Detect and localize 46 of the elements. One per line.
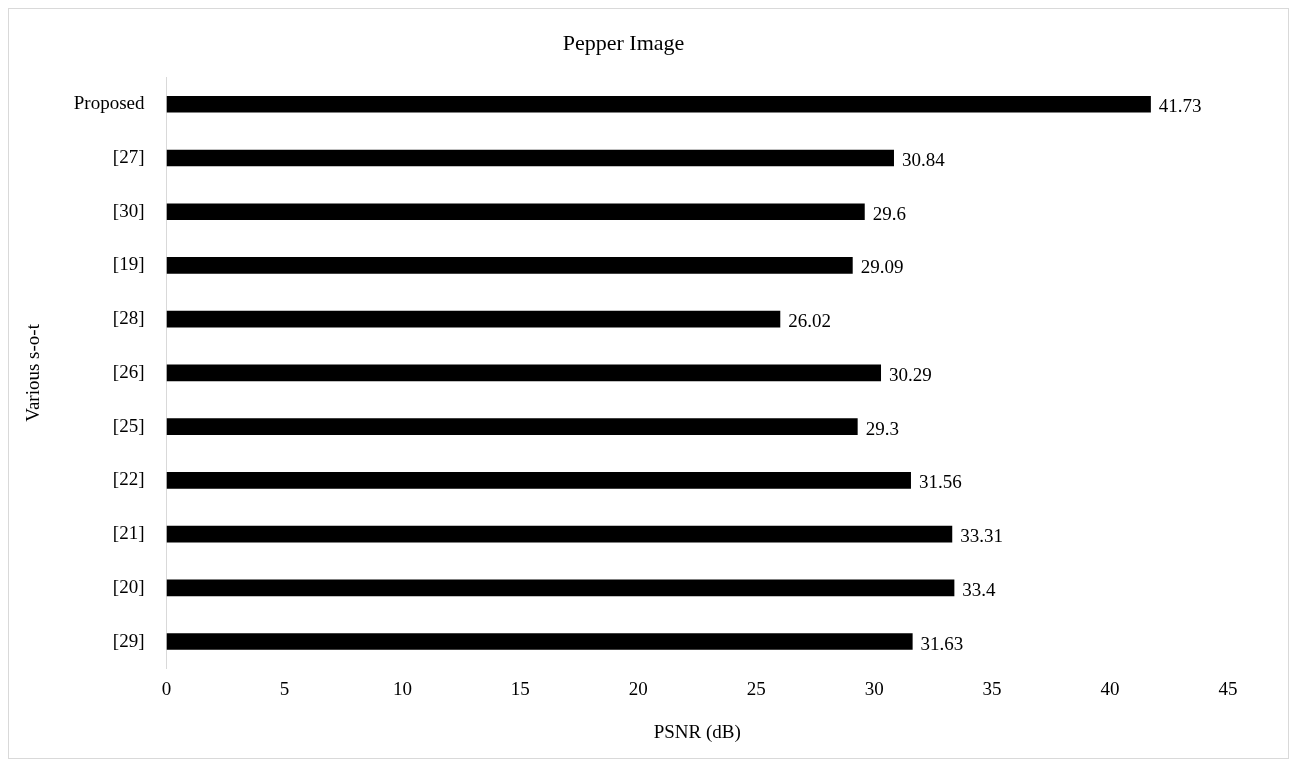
- bar: [166, 633, 913, 650]
- bar: [166, 364, 882, 382]
- y-tick-label: [26]: [112, 360, 145, 382]
- data-label: 31.56: [918, 471, 962, 493]
- y-tick-label: Proposed: [73, 92, 146, 114]
- bar: [166, 95, 1151, 113]
- bar: [166, 149, 894, 167]
- x-tick-label: 45: [1218, 677, 1238, 699]
- y-tick-label: [30]: [112, 199, 145, 221]
- bar: [166, 203, 865, 221]
- x-tick-label: 35: [982, 677, 1002, 699]
- x-tick-label: 0: [161, 677, 172, 699]
- y-tick-label: [25]: [112, 414, 145, 436]
- y-tick-label: [20]: [112, 575, 145, 597]
- bar: [166, 310, 781, 328]
- x-tick-label: 40: [1100, 677, 1120, 699]
- x-tick-label: 25: [746, 677, 766, 699]
- bar: [166, 418, 858, 435]
- y-tick-label: [21]: [112, 522, 145, 544]
- bar: [166, 257, 853, 274]
- data-label: 41.73: [1158, 95, 1202, 117]
- y-tick-label: [27]: [112, 145, 145, 167]
- x-tick-label: 10: [392, 677, 412, 699]
- data-label: 26.02: [788, 310, 832, 332]
- x-axis-title: PSNR (dB): [653, 720, 741, 743]
- bar: [166, 472, 911, 489]
- y-tick-label: [19]: [112, 253, 145, 275]
- data-label: 29.3: [865, 417, 899, 439]
- data-label: 30.29: [889, 363, 932, 385]
- bar: [166, 579, 955, 597]
- chart-title: Pepper Image: [562, 29, 685, 55]
- x-tick-label: 20: [628, 677, 648, 699]
- y-axis-title: Various s-o-t: [22, 323, 44, 422]
- data-label: 29.6: [872, 202, 906, 224]
- y-tick-label: [22]: [112, 468, 145, 490]
- x-tick-label: 15: [510, 677, 530, 699]
- x-tick-label: 5: [279, 677, 290, 699]
- data-label: 33.4: [962, 578, 997, 600]
- y-tick-label: [29]: [112, 629, 145, 651]
- x-tick-label: 30: [864, 677, 884, 699]
- data-label: 30.84: [901, 148, 946, 170]
- data-label: 29.09: [860, 256, 904, 278]
- data-label: 33.31: [960, 525, 1003, 547]
- y-tick-label: [28]: [112, 307, 145, 329]
- data-label: 31.63: [920, 632, 964, 654]
- bar: [166, 525, 953, 543]
